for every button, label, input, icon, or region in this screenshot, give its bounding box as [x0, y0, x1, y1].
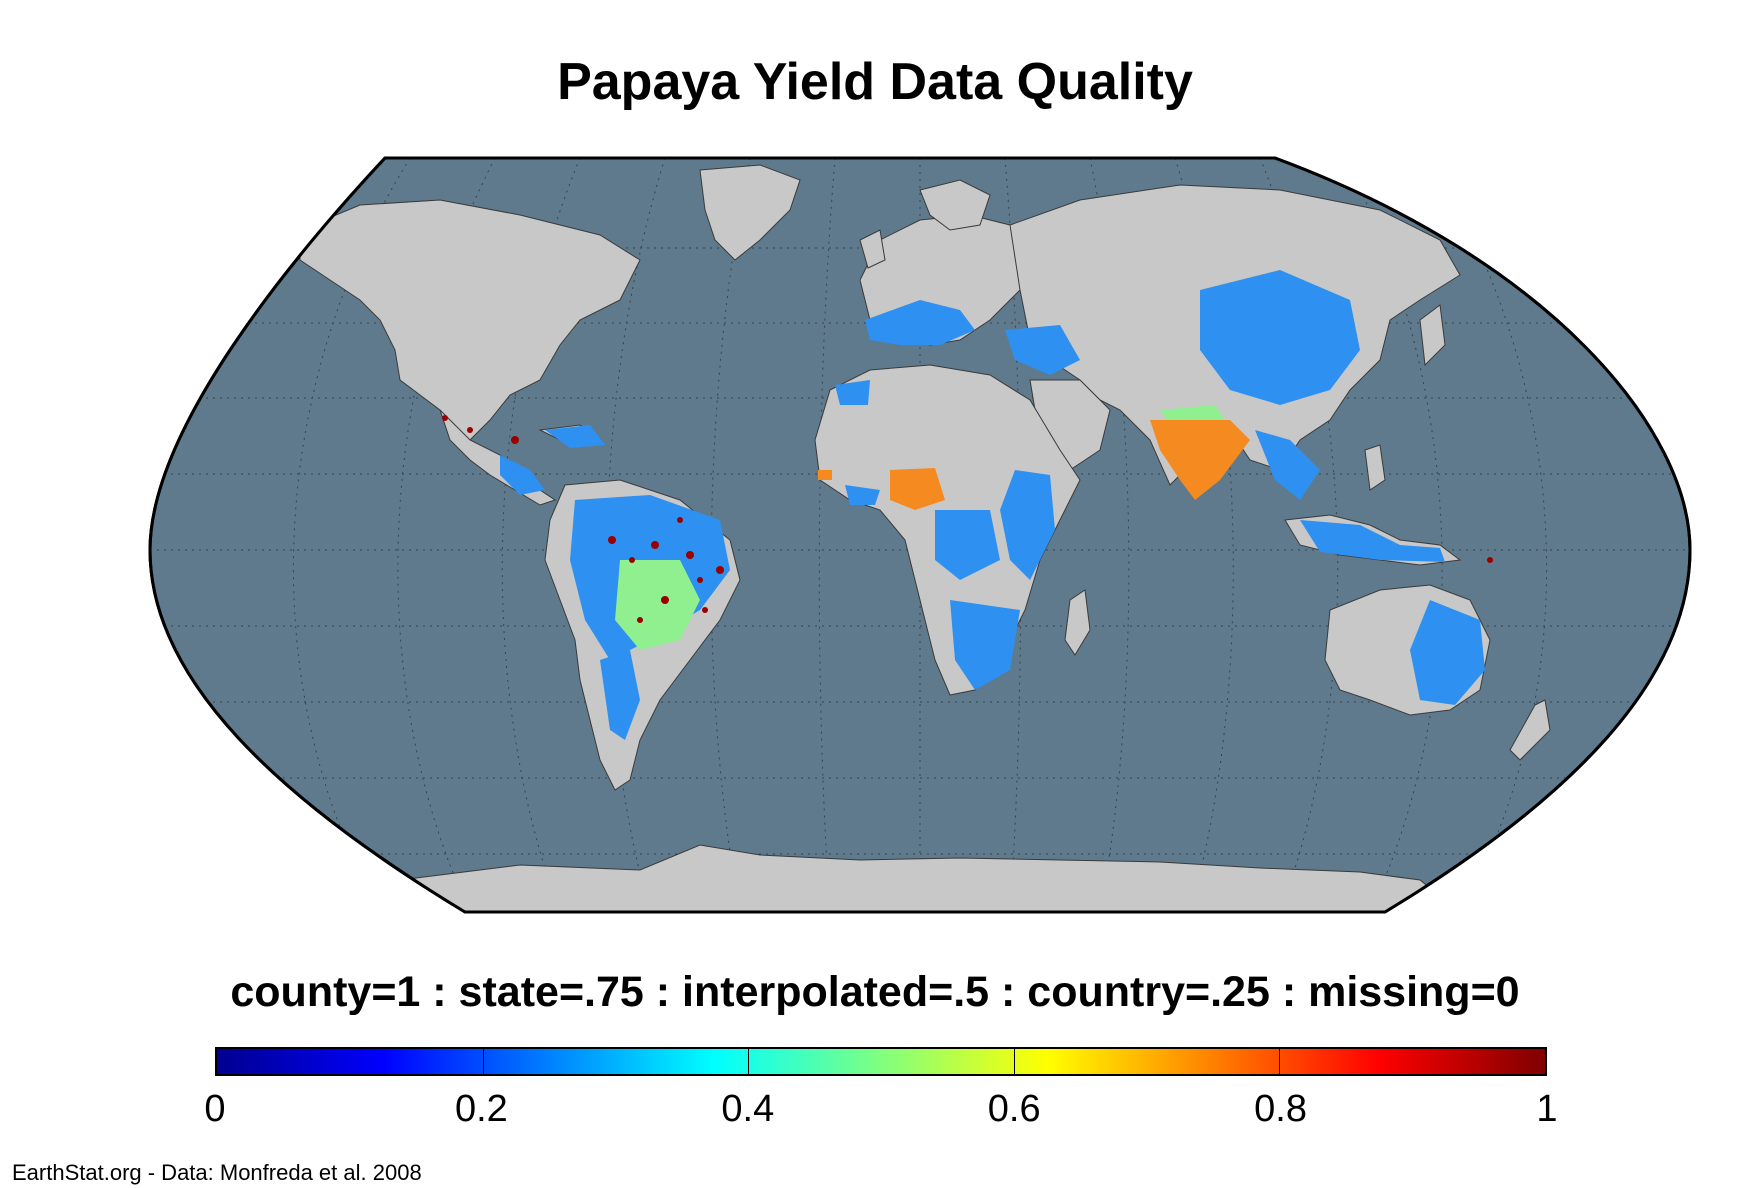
philippines: [1364, 444, 1386, 491]
credit-text: EarthStat.org - Data: Monfreda et al. 20…: [12, 1160, 422, 1185]
central-africa: [935, 510, 1000, 580]
legend-label: county=1 : state=.75 : interpolated=.5 :…: [230, 968, 1520, 1016]
colorbar-tick-label: 1: [1536, 1088, 1558, 1130]
west-africa-coast: [845, 485, 880, 505]
caribbean-data: [545, 425, 605, 448]
colorbar-tick: [1013, 1049, 1015, 1074]
japan: [1419, 304, 1446, 367]
colorbar-tick-label: 0: [204, 1088, 226, 1130]
indonesia-data: [1300, 520, 1445, 562]
colorbar-tick-label: 0.6: [987, 1088, 1041, 1130]
colorbar-tick: [482, 1049, 484, 1074]
new-zealand: [1509, 699, 1551, 761]
india: [1150, 420, 1250, 500]
china: [1200, 270, 1360, 405]
colorbar: [215, 1047, 1547, 1076]
east-australia: [1410, 600, 1485, 705]
central-america-data: [500, 455, 545, 495]
iberia-italy: [865, 300, 975, 345]
colorbar-tick-label: 0.8: [1254, 1088, 1307, 1130]
scandinavia: [919, 179, 991, 231]
morocco: [835, 380, 870, 405]
colorbar-tick-label: 0.2: [454, 1088, 508, 1130]
colorbar-tick: [1279, 1049, 1281, 1074]
north-america: [299, 199, 641, 441]
east-africa: [1000, 470, 1055, 580]
map-title: Papaya Yield Data Quality: [557, 53, 1193, 111]
state-level-regions: [818, 420, 1250, 510]
colorbar-tick: [748, 1049, 750, 1074]
southeast-asia: [1255, 430, 1320, 500]
country-level-regions: [500, 270, 1485, 740]
southern-cone: [600, 650, 640, 740]
southern-africa: [950, 600, 1020, 690]
colorbar-tick-label: 0.4: [721, 1088, 775, 1130]
greenland: [699, 164, 801, 261]
british-isles: [859, 229, 886, 269]
senegal: [818, 470, 832, 480]
amazon-interpolated: [615, 560, 700, 650]
county-level-regions: [442, 415, 1493, 623]
madagascar: [1064, 589, 1091, 656]
turkey-iran: [1005, 325, 1080, 375]
nigeria: [890, 468, 945, 510]
